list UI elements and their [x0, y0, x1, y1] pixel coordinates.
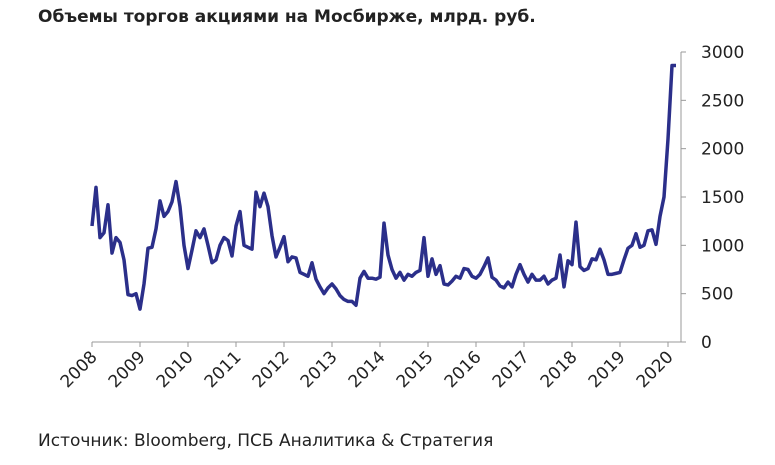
y-tick-label: 1000	[701, 236, 744, 256]
x-tick-label: 2018	[537, 347, 582, 392]
x-tick-label: 2010	[153, 347, 198, 392]
x-tick-label: 2009	[105, 347, 150, 392]
x-tick-label: 2008	[57, 347, 102, 392]
x-tick-label: 2013	[297, 347, 342, 392]
y-tick-label: 0	[701, 333, 712, 353]
x-tick-label: 2016	[441, 347, 486, 392]
x-tick-label: 2011	[201, 347, 246, 392]
x-tick-label: 2020	[633, 347, 678, 392]
y-tick-label: 2000	[701, 140, 744, 160]
x-tick-label: 2019	[585, 347, 630, 392]
x-tick-label: 2015	[393, 347, 438, 392]
y-tick-label: 2500	[701, 91, 744, 111]
x-tick-label: 2014	[345, 347, 390, 392]
y-tick-label: 3000	[701, 43, 744, 63]
chart-title: Объемы торгов акциями на Мосбирже, млрд.…	[38, 7, 536, 27]
data-line	[90, 63, 676, 311]
y-tick-label: 1500	[701, 188, 744, 208]
x-tick-label: 2017	[489, 347, 534, 392]
source: Источник: Bloomberg, ПСБ Аналитика & Стр…	[38, 431, 493, 451]
x-tick-label: 2012	[249, 347, 294, 392]
y-tick-label: 500	[701, 285, 733, 305]
